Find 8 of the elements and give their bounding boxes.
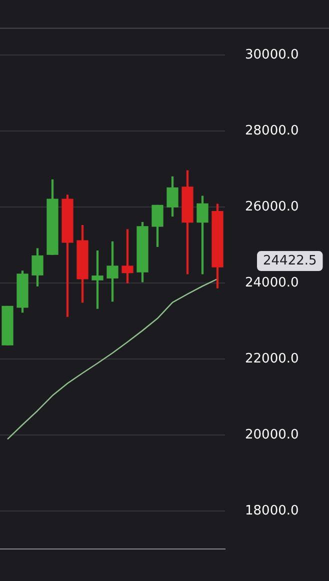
- y-tick-label: 26000.0: [245, 199, 299, 214]
- y-tick-label: 22000.0: [245, 351, 299, 366]
- y-tick-label: 30000.0: [245, 48, 299, 63]
- y-tick-label: 20000.0: [245, 427, 299, 442]
- y-tick-label: 24000.0: [245, 275, 299, 290]
- y-tick-label: 28000.0: [245, 124, 299, 139]
- text: 24422.5: [263, 253, 317, 268]
- y-tick-label: 18000.0: [245, 503, 299, 518]
